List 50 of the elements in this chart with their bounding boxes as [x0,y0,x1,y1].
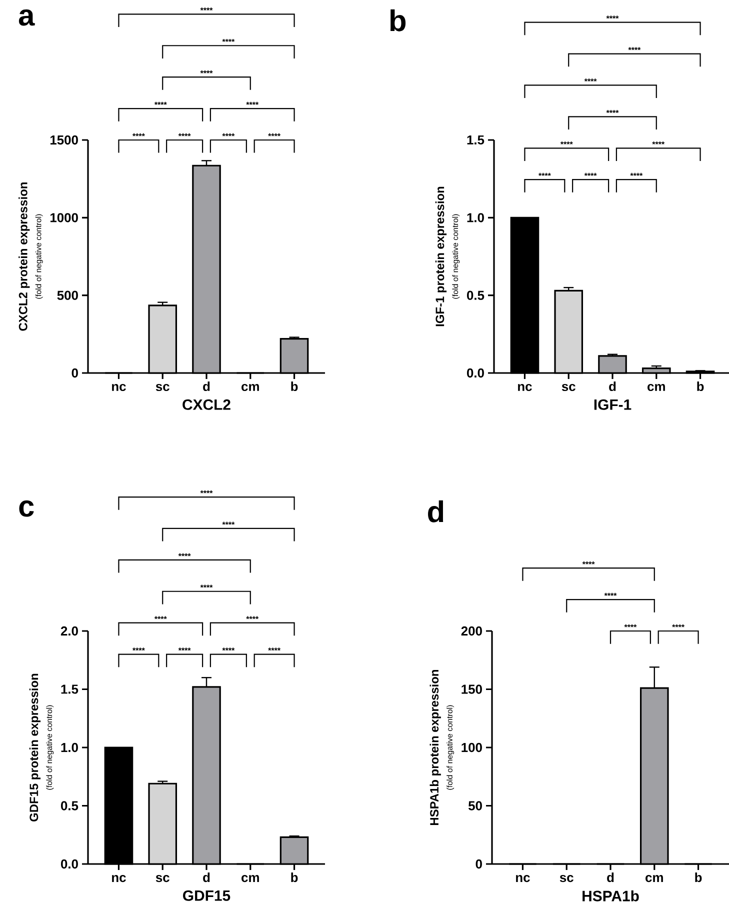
x-tick-label: sc [562,384,576,392]
x-tick-label: b [291,872,298,882]
x-tick-label: b [291,382,298,392]
x-axis-title: HSPA1b [582,890,639,902]
y-tick-label: 0 [72,368,78,378]
chart-title: a [18,9,35,26]
y-tick-label: 1500 [50,135,78,145]
y-axis-title: HSPA1b protein expression [430,670,441,825]
y-tick-label: 1.5 [467,135,484,145]
y-tick-label: 2.0 [60,626,78,636]
x-tick-label: d [203,872,210,882]
y-tick-label: 1.5 [61,684,78,694]
x-axis-title: IGF-1 [594,399,632,410]
x-tick-label: nc [516,874,530,882]
y-tick-label: 1.0 [61,742,78,752]
x-tick-label: nc [112,384,126,392]
chart-title: c [19,500,34,517]
y-axis-title: GDF15 protein expression [29,674,41,822]
y-axis-title: IGF-1 protein expression [435,186,447,326]
x-tick-label: sc [560,874,574,882]
x-tick-label: nc [518,384,532,392]
chart-title: b [390,9,406,32]
y-tick-label: 200 [461,626,482,636]
y-tick-label: 0 [476,859,482,869]
y-tick-label: 0.5 [60,801,78,810]
x-tick-label: cm [646,874,663,882]
y-tick-label: 0.0 [60,859,78,869]
x-tick-label: cm [242,384,259,392]
y-tick-label: 1000 [50,213,78,222]
y-tick-label: 100 [462,742,482,752]
y-tick-label: 0.0 [466,368,484,378]
x-tick-label: d [203,382,210,392]
x-tick-label: cm [242,874,259,882]
y-axis-title: CXCL2 protein expression [18,182,30,331]
y-tick-label: 500 [57,290,78,300]
x-tick-label: d [607,872,614,882]
x-tick-label: b [697,382,704,392]
x-axis-title: CXCL2 [182,399,230,410]
y-tick-label: 1.0 [467,213,484,222]
chart-title: d [428,500,444,522]
y-tick-label: 0.5 [466,290,484,300]
x-axis-title: GDF15 [183,890,230,901]
x-tick-label: sc [156,384,170,392]
y-tick-label: 150 [462,684,482,694]
x-tick-label: sc [156,874,170,882]
x-tick-label: b [695,872,702,882]
x-tick-label: d [609,382,616,392]
x-tick-label: cm [648,384,665,392]
y-tick-label: 50 [468,801,482,810]
x-tick-label: nc [112,874,126,882]
